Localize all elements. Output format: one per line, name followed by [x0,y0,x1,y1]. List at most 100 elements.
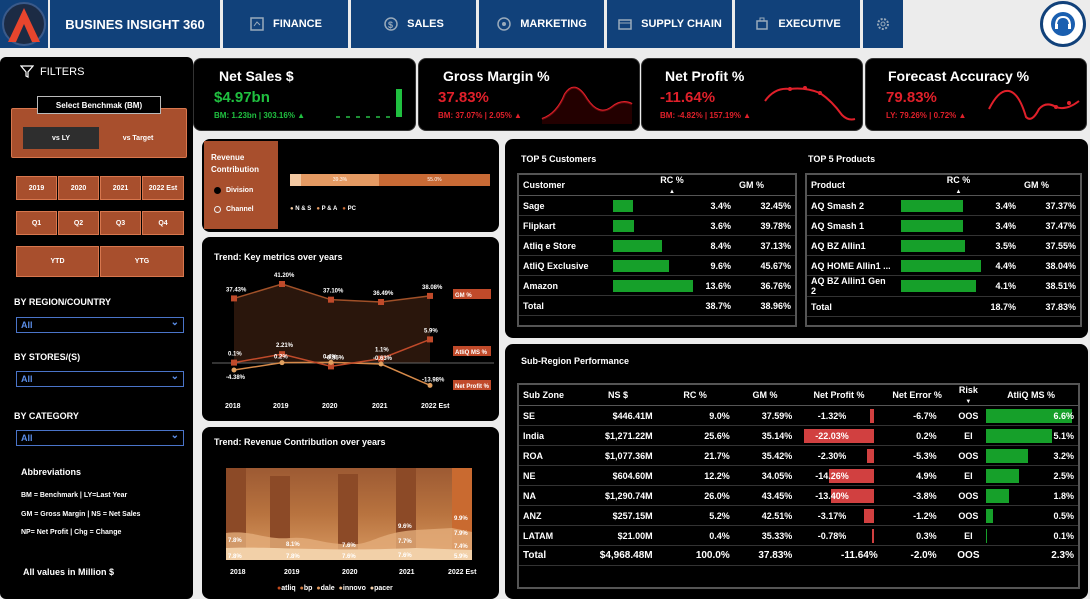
col-header[interactable]: Sub Zone [519,385,580,406]
ms-data-label: 1.1% [375,348,389,354]
risk: OOS [952,405,985,426]
year-2020-button[interactable]: 2020 [58,176,99,200]
vs-ly-button[interactable]: vs LY [23,127,99,149]
sales-icon: $ [384,17,398,31]
table-row[interactable]: India $1,271.22M 25.6% 35.14% -22.03% 0.2% EI 5… [519,425,1078,446]
quarter-q4-button[interactable]: Q4 [142,211,184,235]
net-sales: $1,271.22M [579,425,657,446]
nav-tab-sales[interactable]: $ SALES [351,0,476,48]
col-header[interactable]: RC % ▲ [897,175,1020,196]
segment-label: 39.3% [332,177,348,183]
row-rc: 3.4% [897,215,1020,236]
marketing-icon [497,17,511,31]
category-select[interactable]: All ⌄ [16,430,184,446]
x-tick-label: 2019 [284,569,300,576]
rc-bar [613,200,633,212]
col-header[interactable]: RC % [656,385,734,406]
table-row[interactable]: Amazon 13.6% 36.76% [519,275,795,296]
channel-label: Channel [226,206,254,213]
table-row[interactable]: AQ Smash 1 3.4% 37.47% [807,215,1080,236]
year-2019-button[interactable]: 2019 [16,176,57,200]
col-header[interactable]: RC % ▲ [609,175,735,196]
table-row[interactable]: NA $1,290.74M 26.0% 43.45% -13.40% -3.8% OOS 1.… [519,485,1078,506]
col-header[interactable]: Customer [519,175,609,196]
ms-pct: 2.5% [984,465,1078,486]
table-row[interactable]: Atliq e Store 8.4% 37.13% [519,235,795,256]
col-header[interactable]: GM % [735,175,795,196]
np-bar [869,409,874,423]
vs-target-button[interactable]: vs Target [100,127,176,149]
table-row[interactable]: AQ BZ Allin1 Gen 2 4.1% 38.51% [807,275,1080,297]
title-line: Contribution [211,165,259,174]
total-rc: 18.7% [897,296,1020,317]
table-row[interactable]: AtliQ Exclusive 9.6% 45.67% [519,255,795,276]
abbreviation-line: NP= Net Profit | Chg = Change [21,529,122,536]
sort-asc-icon[interactable]: ▲ [669,189,675,195]
table-row[interactable]: SE $446.41M 9.0% 37.59% -1.32% -6.7% OOS 6.6% [519,405,1078,426]
row-rc: 4.1% [897,275,1020,297]
table-row[interactable]: AQ BZ Allin1 3.5% 37.55% [807,235,1080,256]
ytg-button[interactable]: YTG [100,246,184,277]
table-row[interactable]: Flipkart 3.6% 39.78% [519,215,795,236]
ms-point [378,355,384,362]
table-row[interactable]: ROA $1,077.36M 21.7% 35.42% -2.30% -5.3% OOS 3.… [519,445,1078,466]
row-rc: 13.6% [609,275,735,296]
risk: OOS [952,445,985,466]
brand-title-tile: BUSINES INSIGHT 360 [50,0,220,48]
table-row[interactable]: AQ HOME Allin1 ... 4.4% 38.04% [807,255,1080,276]
row-gm: 37.13% [735,235,795,256]
sort-asc-icon[interactable]: ▲ [955,189,962,195]
col-header[interactable]: Risk ▼ [952,385,985,406]
row-rc: 3.5% [897,235,1020,256]
x-tick-label: 2022 Est [448,569,477,576]
net-sales: $1,290.74M [579,485,657,506]
quarter-q3-button[interactable]: Q3 [100,211,141,235]
region-filter-label: BY REGION/COUNTRY [14,297,112,307]
region-select[interactable]: All ⌄ [16,317,184,333]
np-data-label: -4.38% [226,375,246,381]
quarter-q1-button[interactable]: Q1 [16,211,57,235]
col-header[interactable]: Product [807,175,897,196]
division-radio[interactable]: Division [214,187,253,194]
nav-tab-supply-chain[interactable]: SUPPLY CHAIN [607,0,732,48]
stores-select[interactable]: All ⌄ [16,371,184,387]
row-gm: 36.76% [735,275,795,296]
chevron-down-icon: ⌄ [170,430,179,441]
col-header[interactable]: GM % [733,385,797,406]
row-name: AQ BZ Allin1 Gen 2 [807,275,897,297]
np-series-tag-bg [453,380,491,390]
kpi-card-gross-margin: Gross Margin % 37.83% BM: 37.07% | 2.05%… [418,58,640,131]
nav-tab-marketing[interactable]: MARKETING [479,0,604,48]
table-row[interactable]: AQ Smash 2 3.4% 37.37% [807,195,1080,216]
quarter-q2-button[interactable]: Q2 [58,211,99,235]
col-header[interactable]: Net Profit % [796,385,882,406]
sub-zone: LATAM [519,525,580,546]
year-2021-button[interactable]: 2021 [100,176,141,200]
ytd-button[interactable]: YTD [16,246,99,277]
logo-tile[interactable] [0,0,48,48]
year-2022-button[interactable]: 2022 Est [142,176,184,200]
kpi-subtext: BM: 37.07% | 2.05% ▲ [438,111,522,120]
top-products-title: TOP 5 Products [808,154,876,164]
table-row[interactable]: NE $604.60M 12.2% 34.05% -14.26% 4.9% EI 2.5% [519,465,1078,486]
total-gm: 38.96% [735,295,795,316]
bar-segment-ns [290,174,301,186]
sort-desc-icon[interactable]: ▼ [965,399,972,405]
segment-label: 55.0% [427,177,442,183]
col-header[interactable]: NS $ [579,385,657,406]
stores-filter-label: BY STORES/(S) [14,352,81,362]
ms-bar [986,409,1073,423]
col-header[interactable]: AtliQ MS % [984,385,1078,406]
col-header[interactable]: GM % [1020,175,1080,196]
nav-tab-finance[interactable]: FINANCE [223,0,348,48]
table-row[interactable]: LATAM $21.00M 0.4% 35.33% -0.78% 0.3% EI 0.1% [519,525,1078,546]
settings-tile[interactable] [863,0,903,48]
support-button[interactable] [1040,1,1086,47]
legend-item: ●innovo [338,585,366,592]
table-row[interactable]: Sage 3.4% 32.45% [519,195,795,216]
table-row[interactable]: ANZ $257.15M 5.2% 42.51% -3.17% -1.2% OOS 0.5% [519,505,1078,526]
col-header[interactable]: Net Error % [881,385,953,406]
nav-tab-executive[interactable]: EXECUTIVE [735,0,860,48]
channel-radio[interactable]: Channel [214,206,254,213]
gm-series-tag: GM % [455,293,472,299]
